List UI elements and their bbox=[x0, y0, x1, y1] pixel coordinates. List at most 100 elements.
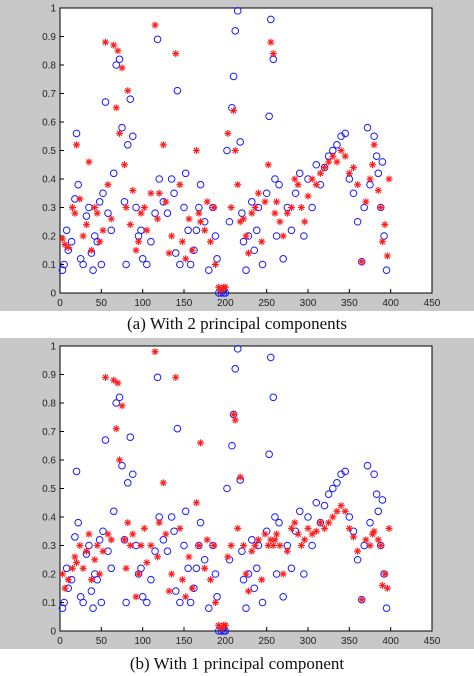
data-point-circle bbox=[324, 490, 333, 498]
data-point-star bbox=[147, 189, 155, 197]
y-tick-label: 0 bbox=[50, 289, 56, 300]
data-point-star bbox=[234, 181, 242, 189]
x-tick-label: 250 bbox=[258, 298, 275, 309]
data-point-circle bbox=[126, 95, 135, 103]
data-point-circle bbox=[231, 27, 240, 35]
data-point-circle bbox=[112, 399, 121, 407]
data-point-circle bbox=[176, 260, 184, 269]
data-point-star bbox=[297, 542, 305, 549]
data-point-circle bbox=[374, 507, 383, 516]
data-point-star bbox=[168, 232, 176, 240]
data-point-circle bbox=[291, 189, 300, 198]
data-point-circle bbox=[147, 575, 155, 584]
data-point-circle bbox=[363, 461, 372, 470]
data-point-circle bbox=[262, 189, 271, 198]
data-point-star bbox=[126, 221, 134, 229]
y-tick-label: 0.1 bbox=[42, 260, 56, 271]
data-point-star bbox=[135, 238, 143, 246]
data-point-star bbox=[206, 238, 214, 246]
data-point-star bbox=[82, 547, 90, 555]
data-point-circle bbox=[269, 393, 278, 402]
data-point-star bbox=[321, 164, 329, 172]
data-point-circle bbox=[223, 146, 231, 155]
data-point-star bbox=[240, 215, 248, 223]
data-point-star bbox=[312, 527, 320, 535]
data-point-star bbox=[178, 238, 186, 246]
data-point-circle bbox=[128, 470, 137, 479]
data-point-star bbox=[165, 249, 173, 257]
data-point-star bbox=[162, 198, 170, 206]
y-tick-label: 0.7 bbox=[42, 427, 56, 438]
data-point-circle bbox=[138, 254, 147, 263]
data-point-star bbox=[248, 209, 256, 217]
data-point-star bbox=[349, 164, 357, 172]
data-point-circle bbox=[181, 507, 190, 516]
data-point-star bbox=[329, 513, 337, 521]
x-tick-label: 400 bbox=[382, 636, 399, 647]
data-point-star bbox=[316, 519, 324, 527]
data-point-circle bbox=[74, 518, 82, 527]
data-point-star bbox=[176, 181, 184, 189]
scatter-plot-b: 0 50 100 150 200 250 300 350 400 450 0 0.1 0.2 0.3 0.4… bbox=[42, 342, 441, 648]
data-point-star bbox=[325, 519, 333, 527]
data-point-circle bbox=[211, 570, 220, 578]
data-point-star bbox=[381, 221, 389, 229]
data-point-circle bbox=[312, 160, 321, 169]
data-point-star bbox=[308, 175, 316, 183]
data-point-star bbox=[294, 530, 302, 538]
data-point-star bbox=[210, 542, 218, 549]
data-point-star bbox=[192, 499, 200, 507]
data-point-circle bbox=[89, 604, 97, 613]
data-point-circle bbox=[99, 527, 107, 536]
x-tick-label: 400 bbox=[382, 298, 399, 309]
data-point-circle bbox=[363, 123, 372, 132]
data-point-circle bbox=[101, 436, 110, 444]
data-point-circle bbox=[304, 513, 312, 521]
x-tick-label: 100 bbox=[134, 298, 151, 309]
data-point-star bbox=[378, 238, 386, 246]
data-point-star bbox=[341, 507, 349, 515]
data-point-star bbox=[104, 530, 112, 538]
data-point-circle bbox=[279, 592, 288, 601]
data-point-circle bbox=[271, 175, 279, 183]
data-point-circle bbox=[231, 365, 240, 373]
data-point-star bbox=[236, 473, 244, 481]
data-point-star bbox=[276, 218, 284, 226]
data-point-circle bbox=[366, 518, 374, 527]
data-point-star bbox=[91, 556, 99, 564]
data-point-circle bbox=[242, 604, 250, 613]
y-tick-label: 0.3 bbox=[42, 541, 56, 552]
data-point-star bbox=[132, 593, 140, 601]
x-tick-label: 300 bbox=[300, 636, 317, 647]
data-point-circle bbox=[378, 496, 387, 504]
data-point-star bbox=[231, 147, 239, 154]
data-point-circle bbox=[122, 598, 130, 607]
data-point-star bbox=[120, 536, 128, 544]
data-point-star bbox=[195, 542, 203, 549]
data-point-star bbox=[176, 524, 184, 532]
data-point-circle bbox=[300, 570, 308, 578]
data-point-star bbox=[244, 249, 252, 257]
data-point-circle bbox=[200, 555, 209, 564]
data-point-circle bbox=[287, 564, 296, 573]
data-point-star bbox=[354, 547, 362, 555]
data-point-circle bbox=[378, 158, 387, 166]
x-tick-label: 100 bbox=[134, 636, 151, 647]
data-point-star bbox=[271, 536, 279, 544]
data-point-circle bbox=[196, 518, 205, 527]
data-point-star bbox=[276, 542, 284, 549]
data-point-star bbox=[333, 507, 341, 515]
data-point-circle bbox=[252, 564, 261, 573]
data-point-star bbox=[151, 348, 159, 356]
caption-b: (b) With 1 principal component bbox=[129, 654, 345, 673]
data-point-star bbox=[147, 542, 155, 549]
data-point-circle bbox=[223, 484, 231, 493]
y-tick-label: 0.2 bbox=[42, 232, 56, 243]
data-point-circle bbox=[370, 132, 378, 141]
data-point-circle bbox=[107, 226, 116, 235]
data-point-star bbox=[240, 542, 248, 549]
data-point-star bbox=[316, 169, 324, 177]
data-point-circle bbox=[97, 598, 106, 607]
data-point-star bbox=[358, 258, 366, 266]
data-point-star bbox=[211, 261, 219, 268]
